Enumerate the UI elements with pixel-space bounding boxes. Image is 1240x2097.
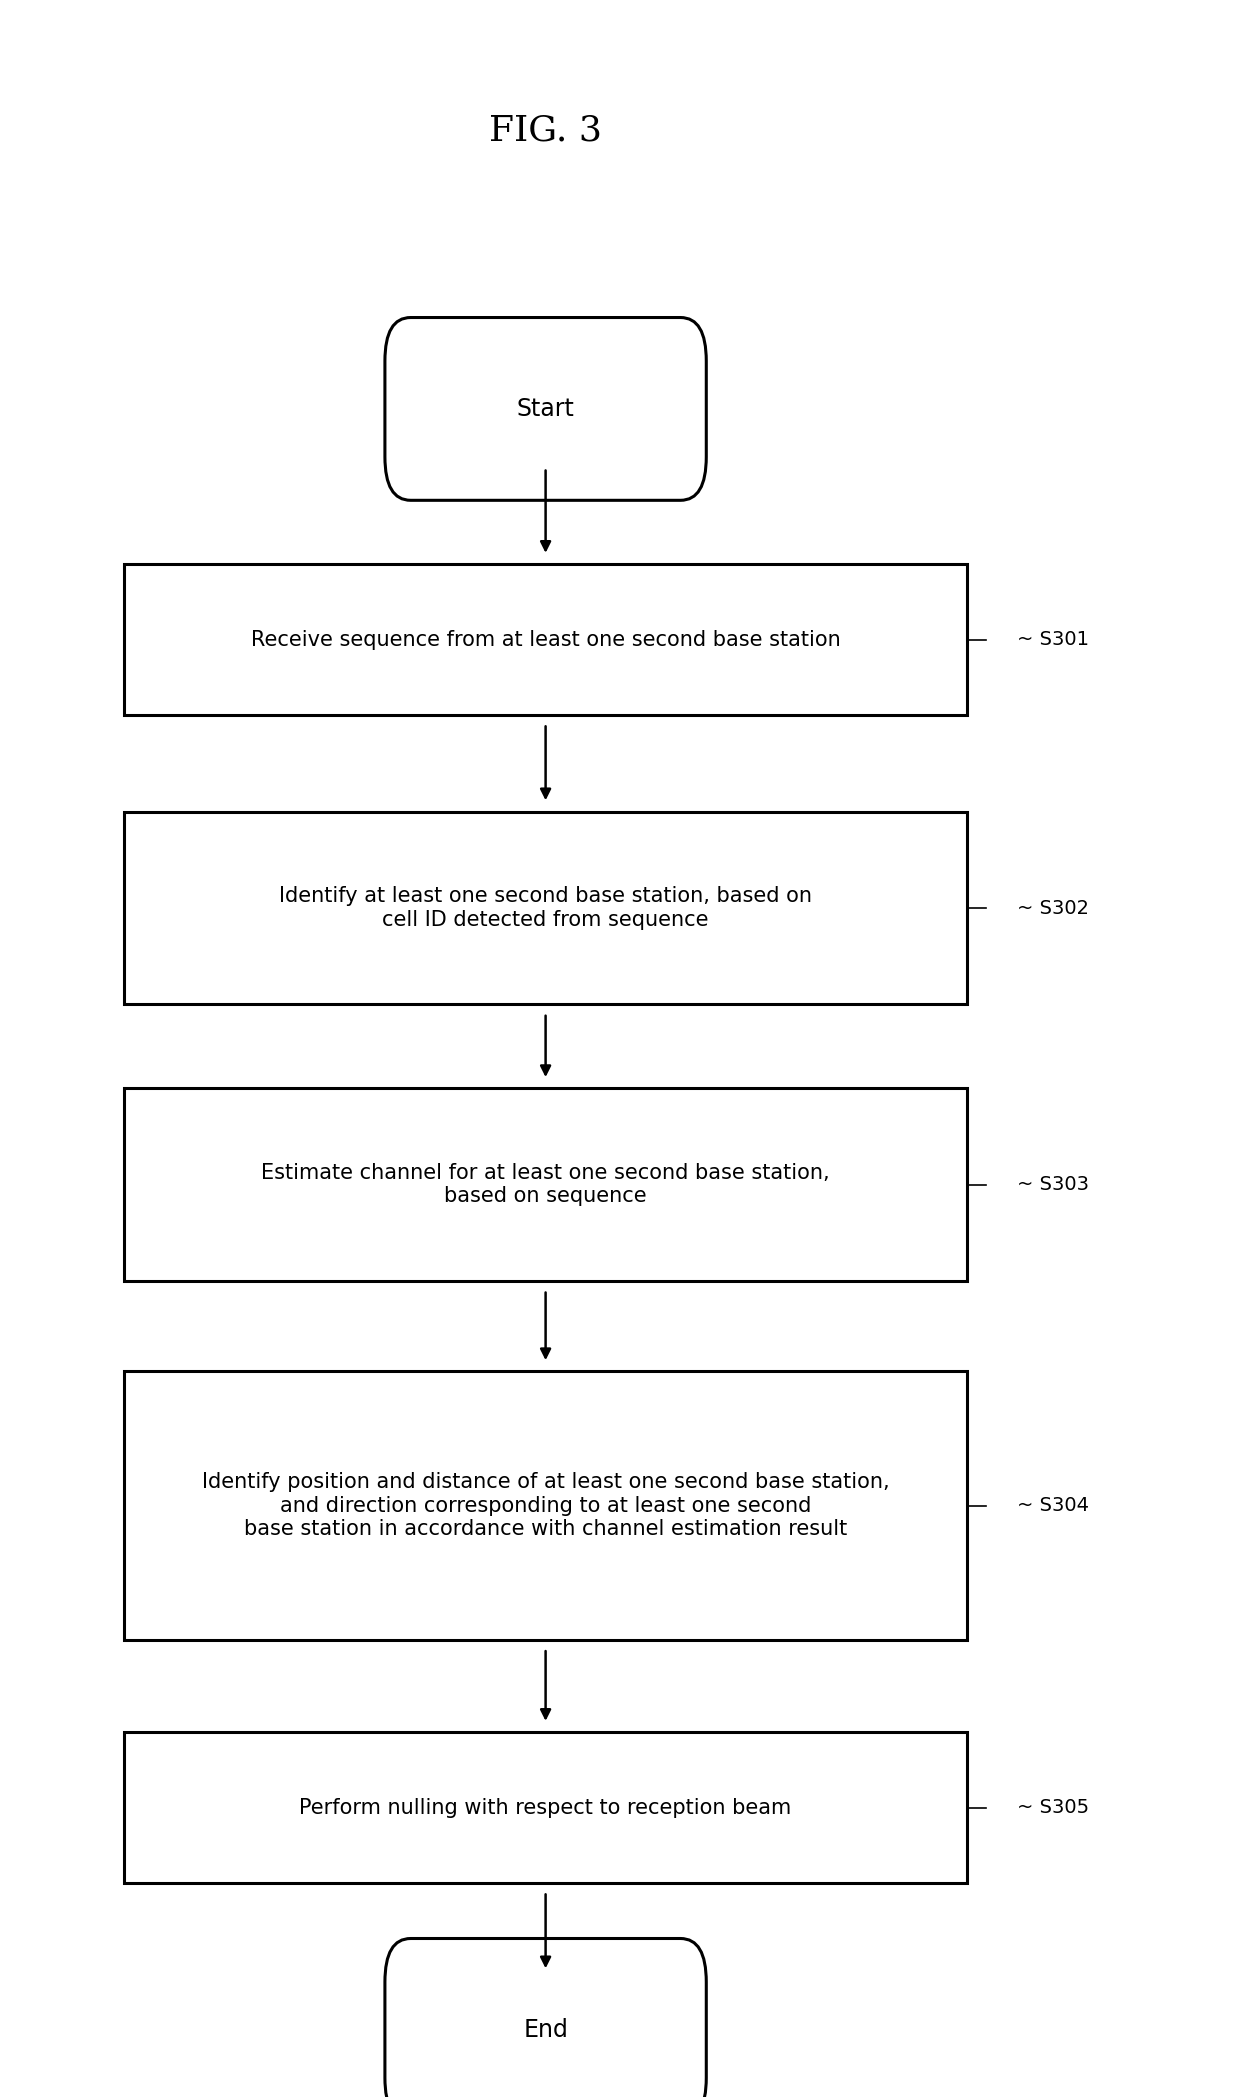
Text: Perform nulling with respect to reception beam: Perform nulling with respect to receptio…: [300, 1797, 791, 1818]
Text: Receive sequence from at least one second base station: Receive sequence from at least one secon…: [250, 629, 841, 650]
Text: Estimate channel for at least one second base station,
based on sequence: Estimate channel for at least one second…: [262, 1164, 830, 1206]
Text: ~ S303: ~ S303: [1017, 1174, 1089, 1195]
Text: Identify at least one second base station, based on
cell ID detected from sequen: Identify at least one second base statio…: [279, 887, 812, 929]
Text: End: End: [523, 2017, 568, 2042]
Text: ~ S301: ~ S301: [1017, 629, 1089, 650]
Bar: [124, 1371, 967, 1640]
FancyBboxPatch shape: [384, 1938, 707, 2097]
Text: FIG. 3: FIG. 3: [489, 113, 603, 147]
FancyBboxPatch shape: [384, 317, 707, 501]
Bar: [124, 812, 967, 1004]
Bar: [124, 564, 967, 715]
Text: ~ S305: ~ S305: [1017, 1797, 1089, 1818]
Bar: [124, 1088, 967, 1281]
Text: Identify position and distance of at least one second base station,
and directio: Identify position and distance of at lea…: [202, 1472, 889, 1539]
Text: ~ S302: ~ S302: [1017, 898, 1089, 918]
Bar: [124, 1732, 967, 1883]
Text: Start: Start: [517, 396, 574, 421]
Text: ~ S304: ~ S304: [1017, 1495, 1089, 1516]
